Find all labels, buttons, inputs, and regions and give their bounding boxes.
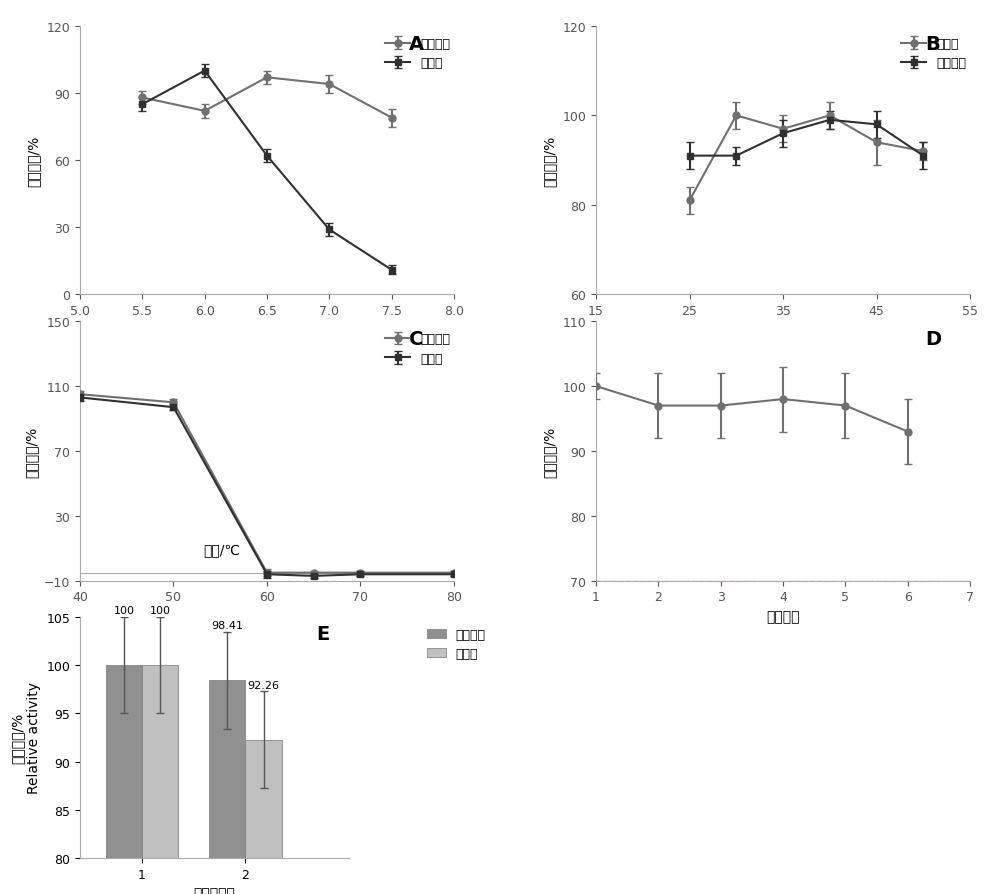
Bar — [245, 740, 282, 894]
Text: 98.41: 98.41 — [211, 620, 243, 631]
Bar — [209, 680, 245, 894]
Text: 92.26: 92.26 — [248, 680, 280, 690]
Text: 100: 100 — [113, 605, 134, 615]
Y-axis label: 相对酶活/%: 相对酶活/% — [27, 135, 41, 187]
Legend: 固定化酶, 游离酶: 固定化酶, 游离酶 — [422, 623, 491, 665]
Y-axis label: 相对酶活/%: 相对酶活/% — [543, 135, 557, 187]
Legend: 固定化酶, 游离酶: 固定化酶, 游离酶 — [380, 33, 455, 75]
Text: B: B — [925, 35, 940, 54]
Bar — [142, 665, 178, 894]
Text: E: E — [317, 624, 330, 643]
Text: 温度/℃: 温度/℃ — [204, 543, 241, 557]
Y-axis label: 相对酶活/%: 相对酶活/% — [543, 426, 557, 477]
X-axis label: 温度/℃: 温度/℃ — [765, 324, 802, 337]
Bar — [106, 665, 142, 894]
X-axis label: pH: pH — [257, 324, 277, 337]
Text: C: C — [409, 330, 423, 349]
Y-axis label: 相对酶活/%: 相对酶活/% — [24, 426, 38, 477]
Text: 100: 100 — [150, 605, 171, 615]
Legend: 游离酶, 固定化酶: 游离酶, 固定化酶 — [896, 33, 971, 75]
Text: A: A — [409, 35, 424, 54]
X-axis label: 操作次数: 操作次数 — [766, 610, 800, 623]
Text: D: D — [925, 330, 941, 349]
Y-axis label: 相对酶活/%
Relative activity: 相对酶活/% Relative activity — [11, 681, 41, 794]
Legend: 固定化酶, 游离酶: 固定化酶, 游离酶 — [380, 328, 455, 370]
X-axis label: 贮藏稳定性: 贮藏稳定性 — [194, 887, 235, 894]
